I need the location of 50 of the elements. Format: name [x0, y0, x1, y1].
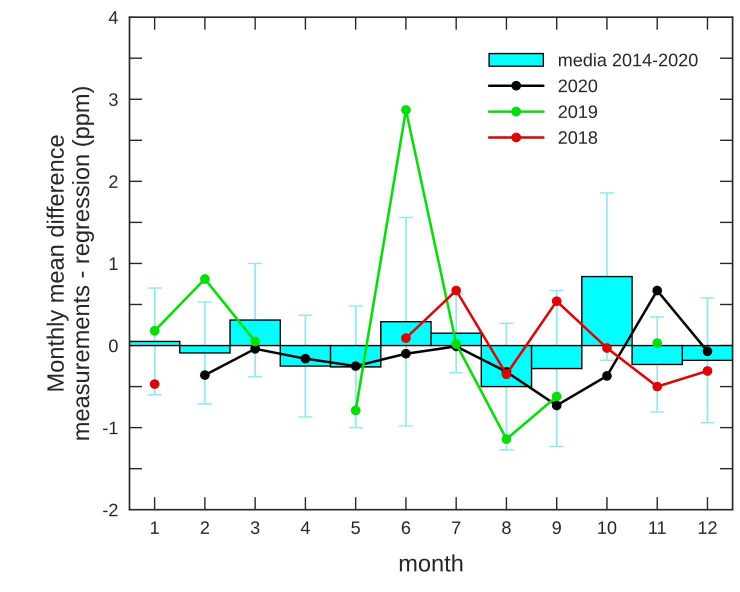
point [200, 274, 210, 284]
point [502, 434, 512, 444]
point [200, 370, 210, 380]
point [250, 336, 260, 346]
legend-label: 2018 [558, 131, 598, 144]
legend-label: 2020 [558, 79, 598, 92]
point [652, 286, 662, 296]
y-tick-label: 4 [108, 11, 118, 24]
point [150, 326, 160, 336]
legend-label: 2019 [558, 105, 598, 118]
x-tick-label: 1 [150, 521, 159, 534]
point [401, 333, 411, 344]
legend-label: media 2014-2020 [558, 53, 698, 66]
x-tick-label: 2 [200, 521, 209, 534]
point [602, 343, 612, 353]
x-tick-label: 4 [300, 521, 310, 534]
x-axis-title: month [400, 554, 462, 572]
point [451, 286, 462, 296]
point [300, 354, 310, 364]
point [401, 348, 411, 359]
point [652, 338, 662, 348]
x-tick-label: 8 [502, 521, 511, 534]
x-tick-label: 3 [250, 521, 260, 534]
x-tick-label: 6 [402, 521, 410, 534]
x-tick-label: 10 [598, 521, 616, 534]
point [552, 296, 562, 306]
point [350, 406, 361, 416]
point [401, 105, 411, 115]
y-tick-label: -2 [103, 504, 118, 516]
point [702, 346, 712, 356]
y-tick-label: -1 [103, 422, 118, 434]
y-axis-title: Monthly mean difference measurements - regression (ppm) [46, 87, 94, 440]
point [451, 339, 462, 349]
point [602, 371, 612, 381]
y-tick-label: 0 [109, 339, 118, 352]
point [502, 369, 512, 380]
x-tick-label: 5 [351, 521, 360, 534]
y-tick-label: 3 [109, 93, 118, 106]
point [552, 400, 562, 410]
x-tick-label: 11 [649, 521, 666, 534]
point [702, 366, 712, 376]
x-tick-label: 7 [452, 521, 460, 534]
x-tick-label: 12 [698, 521, 717, 534]
point [552, 392, 562, 402]
y-tick-label: 2 [109, 175, 118, 188]
y-tick-label: 1 [110, 258, 118, 270]
point [150, 379, 160, 389]
point [652, 382, 662, 392]
point [350, 361, 361, 371]
x-tick-label: 9 [552, 521, 561, 534]
